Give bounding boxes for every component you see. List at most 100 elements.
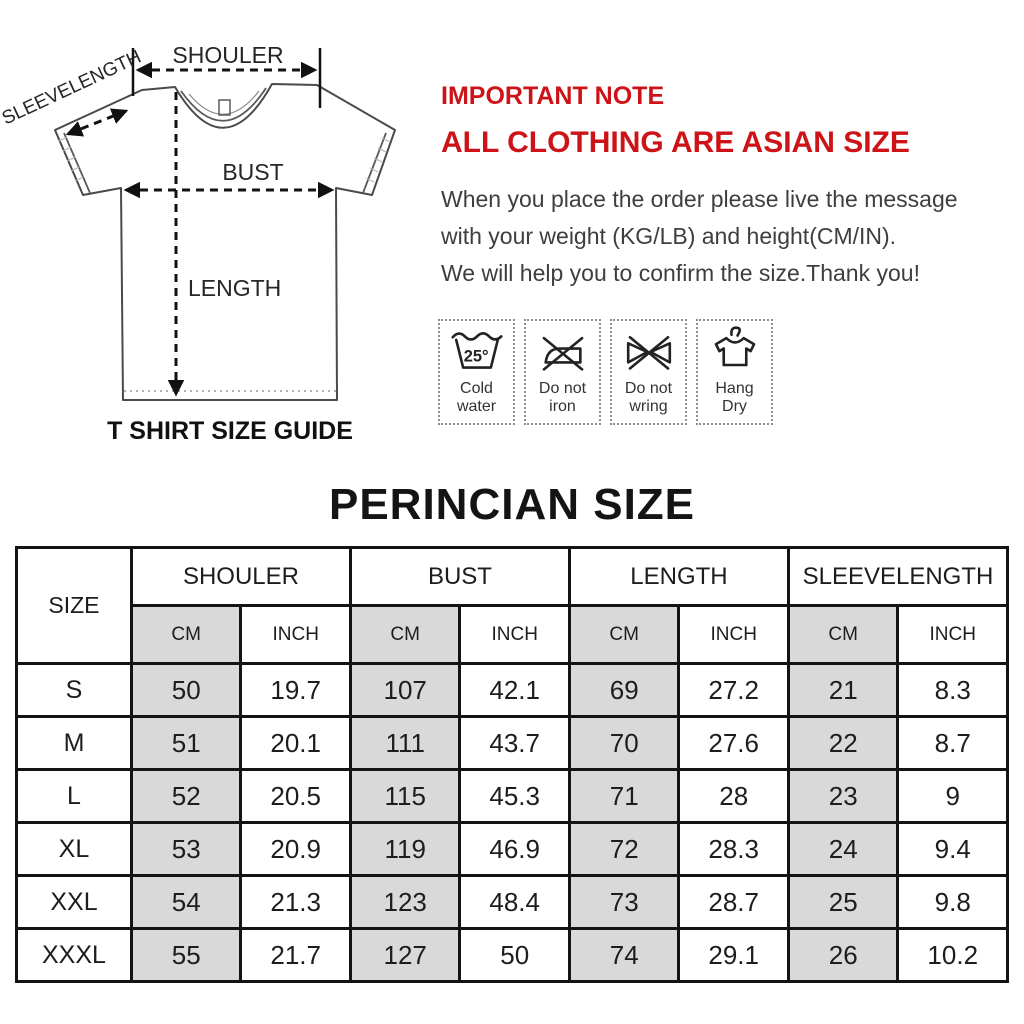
care-label: Do not wring	[624, 380, 673, 415]
hang-dry-icon	[714, 326, 755, 367]
cm-header: CM	[348, 604, 462, 665]
do-not-wring-icon	[626, 335, 671, 370]
value-cell: 23	[786, 768, 900, 824]
cm-header: CM	[567, 604, 681, 665]
value-cell: 43.7	[458, 715, 571, 771]
care-box-do-not-wring: Do not wring	[610, 319, 687, 425]
value-cell: 20.1	[239, 715, 352, 771]
value-cell: 28	[677, 768, 790, 824]
shoulder-end-ticks	[131, 48, 322, 108]
care-box-cold-water: 25° Cold water	[438, 319, 515, 425]
cuff-hatching	[58, 136, 391, 183]
important-note-block: IMPORTANT NOTE ALL CLOTHING ARE ASIAN SI…	[441, 84, 1019, 292]
value-cell: 25	[786, 874, 900, 930]
size-cell: S	[15, 662, 133, 718]
value-cell: 48.4	[458, 874, 571, 930]
table-row: L 52 20.5 115 45.3 71 28 23 9	[15, 768, 1009, 824]
value-cell: 46.9	[458, 821, 571, 877]
diagram-caption: T SHIRT SIZE GUIDE	[107, 417, 353, 445]
collar-tag	[218, 99, 231, 116]
size-table-title: PERINCIAN SIZE	[328, 480, 696, 529]
inch-header: INCH	[239, 604, 352, 665]
value-cell: 22	[786, 715, 900, 771]
value-cell: 21.3	[239, 874, 352, 930]
value-cell: 71	[567, 768, 681, 824]
note-line-3: We will help you to confirm the size.Tha…	[441, 260, 920, 286]
length-label: LENGTH	[188, 275, 281, 301]
tshirt-outline	[54, 83, 396, 401]
value-cell: 50	[129, 662, 243, 718]
size-table: SIZE SHOULER BUST LENGTH SLEEVELENGTH CM…	[15, 546, 1010, 983]
cm-header: CM	[786, 604, 900, 665]
value-cell: 51	[129, 715, 243, 771]
table-row: XXL 54 21.3 123 48.4 73 28.7 25 9.8	[15, 874, 1009, 930]
note-line-1: When you place the order please live the…	[441, 186, 958, 212]
size-cell: XXL	[15, 874, 133, 930]
do-not-iron-icon	[542, 336, 583, 371]
value-cell: 74	[567, 927, 681, 983]
asian-size-heading: ALL CLOTHING ARE ASIAN SIZE	[441, 126, 910, 159]
value-cell: 69	[567, 662, 681, 718]
sleevelength-measure-arrow	[65, 108, 129, 137]
inch-header: INCH	[677, 604, 790, 665]
value-cell: 52	[129, 768, 243, 824]
shoulder-group-header: SHOULER	[129, 546, 352, 607]
size-cell: L	[15, 768, 133, 824]
value-cell: 27.6	[677, 715, 790, 771]
care-label: Do not iron	[538, 380, 587, 415]
value-cell: 10.2	[896, 927, 1009, 983]
size-cell: XXXL	[15, 927, 133, 983]
length-group-header: LENGTH	[567, 546, 790, 607]
table-group-header-row: SIZE SHOULER BUST LENGTH SLEEVELENGTH	[15, 546, 1010, 665]
important-note-heading: IMPORTANT NOTE	[441, 82, 665, 110]
table-row: XXXL 55 21.7 127 50 74 29.1 26 10.2	[15, 927, 1009, 983]
cm-header: CM	[129, 604, 243, 665]
inch-header: INCH	[896, 604, 1009, 665]
value-cell: 28.3	[677, 821, 790, 877]
value-cell: 21.7	[239, 927, 352, 983]
table-unit-header-row: CM INCH CM INCH CM INCH CM INCH	[17, 604, 1009, 665]
value-cell: 119	[348, 821, 462, 877]
value-cell: 9.8	[896, 874, 1009, 930]
value-cell: 28.7	[677, 874, 790, 930]
cold-water-wash-icon: 25°	[450, 332, 503, 369]
bust-label: BUST	[222, 159, 283, 185]
table-row: M 51 20.1 111 43.7 70 27.6 22 8.7	[15, 715, 1009, 771]
value-cell: 73	[567, 874, 681, 930]
svg-text:25°: 25°	[463, 348, 488, 366]
value-cell: 55	[129, 927, 243, 983]
value-cell: 72	[567, 821, 681, 877]
care-box-do-not-iron: Do not iron	[524, 319, 601, 425]
size-cell: XL	[15, 821, 133, 877]
value-cell: 24	[786, 821, 900, 877]
value-cell: 9.4	[896, 821, 1009, 877]
sleevelength-group-header: SLEEVELENGTH	[786, 546, 1010, 607]
bust-group-header: BUST	[348, 546, 571, 607]
value-cell: 29.1	[677, 927, 790, 983]
value-cell: 54	[129, 874, 243, 930]
value-cell: 26	[786, 927, 900, 983]
note-text: When you place the order please live the…	[441, 181, 1019, 292]
care-label: Cold water	[456, 380, 497, 415]
value-cell: 53	[129, 821, 243, 877]
care-label: Hang Dry	[715, 380, 754, 415]
value-cell: 8.7	[896, 715, 1009, 771]
size-column-header: SIZE	[15, 546, 133, 665]
value-cell: 9	[896, 768, 1009, 824]
value-cell: 70	[567, 715, 681, 771]
value-cell: 127	[348, 927, 462, 983]
size-cell: M	[15, 715, 133, 771]
value-cell: 20.9	[239, 821, 352, 877]
care-instructions: 25° Cold water Do not iron Do not	[438, 319, 773, 425]
tshirt-measurement-diagram: SHOULER SLEEVELENGTH BUST LENGTH T SHIRT…	[0, 42, 396, 445]
value-cell: 20.5	[239, 768, 352, 824]
value-cell: 123	[348, 874, 462, 930]
value-cell: 111	[348, 715, 462, 771]
inch-header: INCH	[458, 604, 571, 665]
note-line-2: with your weight (KG/LB) and height(CM/I…	[441, 223, 897, 249]
collar-inner-line	[180, 87, 267, 122]
value-cell: 42.1	[458, 662, 571, 718]
value-cell: 107	[348, 662, 462, 718]
value-cell: 21	[786, 662, 900, 718]
